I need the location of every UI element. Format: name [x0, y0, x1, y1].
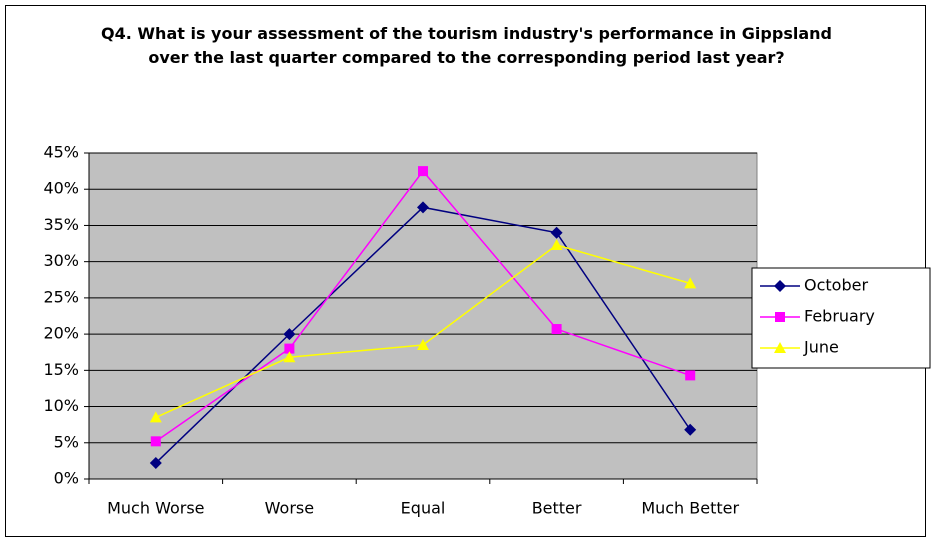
marker — [550, 239, 563, 251]
y-tick-label: 30% — [43, 251, 79, 270]
marker — [150, 436, 161, 447]
x-tick-label: Much Worse — [107, 499, 204, 518]
x-tick-label: Much Better — [641, 499, 739, 518]
marker — [149, 457, 162, 470]
marker — [417, 338, 429, 350]
y-tick-label: 15% — [43, 360, 79, 379]
y-tick-label: 20% — [43, 324, 79, 343]
marker — [283, 351, 296, 363]
marker — [417, 201, 429, 214]
y-tick-label: 10% — [43, 396, 79, 415]
marker — [551, 324, 562, 335]
legend-label: June — [803, 338, 839, 357]
chart-title: Q4. What is your assessment of the touri… — [101, 24, 832, 67]
marker — [149, 411, 162, 423]
marker — [684, 277, 697, 289]
marker — [774, 280, 786, 292]
y-tick-label: 0% — [54, 469, 79, 488]
x-tick-label: Worse — [265, 499, 314, 518]
y-tick-label: 45% — [43, 143, 79, 162]
marker — [418, 166, 428, 177]
y-tick-label: 25% — [43, 287, 79, 306]
x-tick-label: Equal — [401, 499, 446, 518]
marker — [684, 423, 697, 436]
legend-label: February — [804, 307, 875, 326]
y-tick-label: 40% — [43, 179, 79, 198]
marker — [685, 370, 696, 381]
marker — [774, 342, 786, 353]
marker — [284, 343, 295, 354]
y-tick-label: 5% — [54, 432, 79, 451]
y-tick-label: 35% — [43, 215, 79, 234]
marker — [775, 312, 785, 322]
marker — [550, 226, 563, 239]
legend-label: October — [804, 276, 868, 295]
x-tick-label: Better — [532, 499, 582, 518]
marker — [283, 328, 296, 341]
